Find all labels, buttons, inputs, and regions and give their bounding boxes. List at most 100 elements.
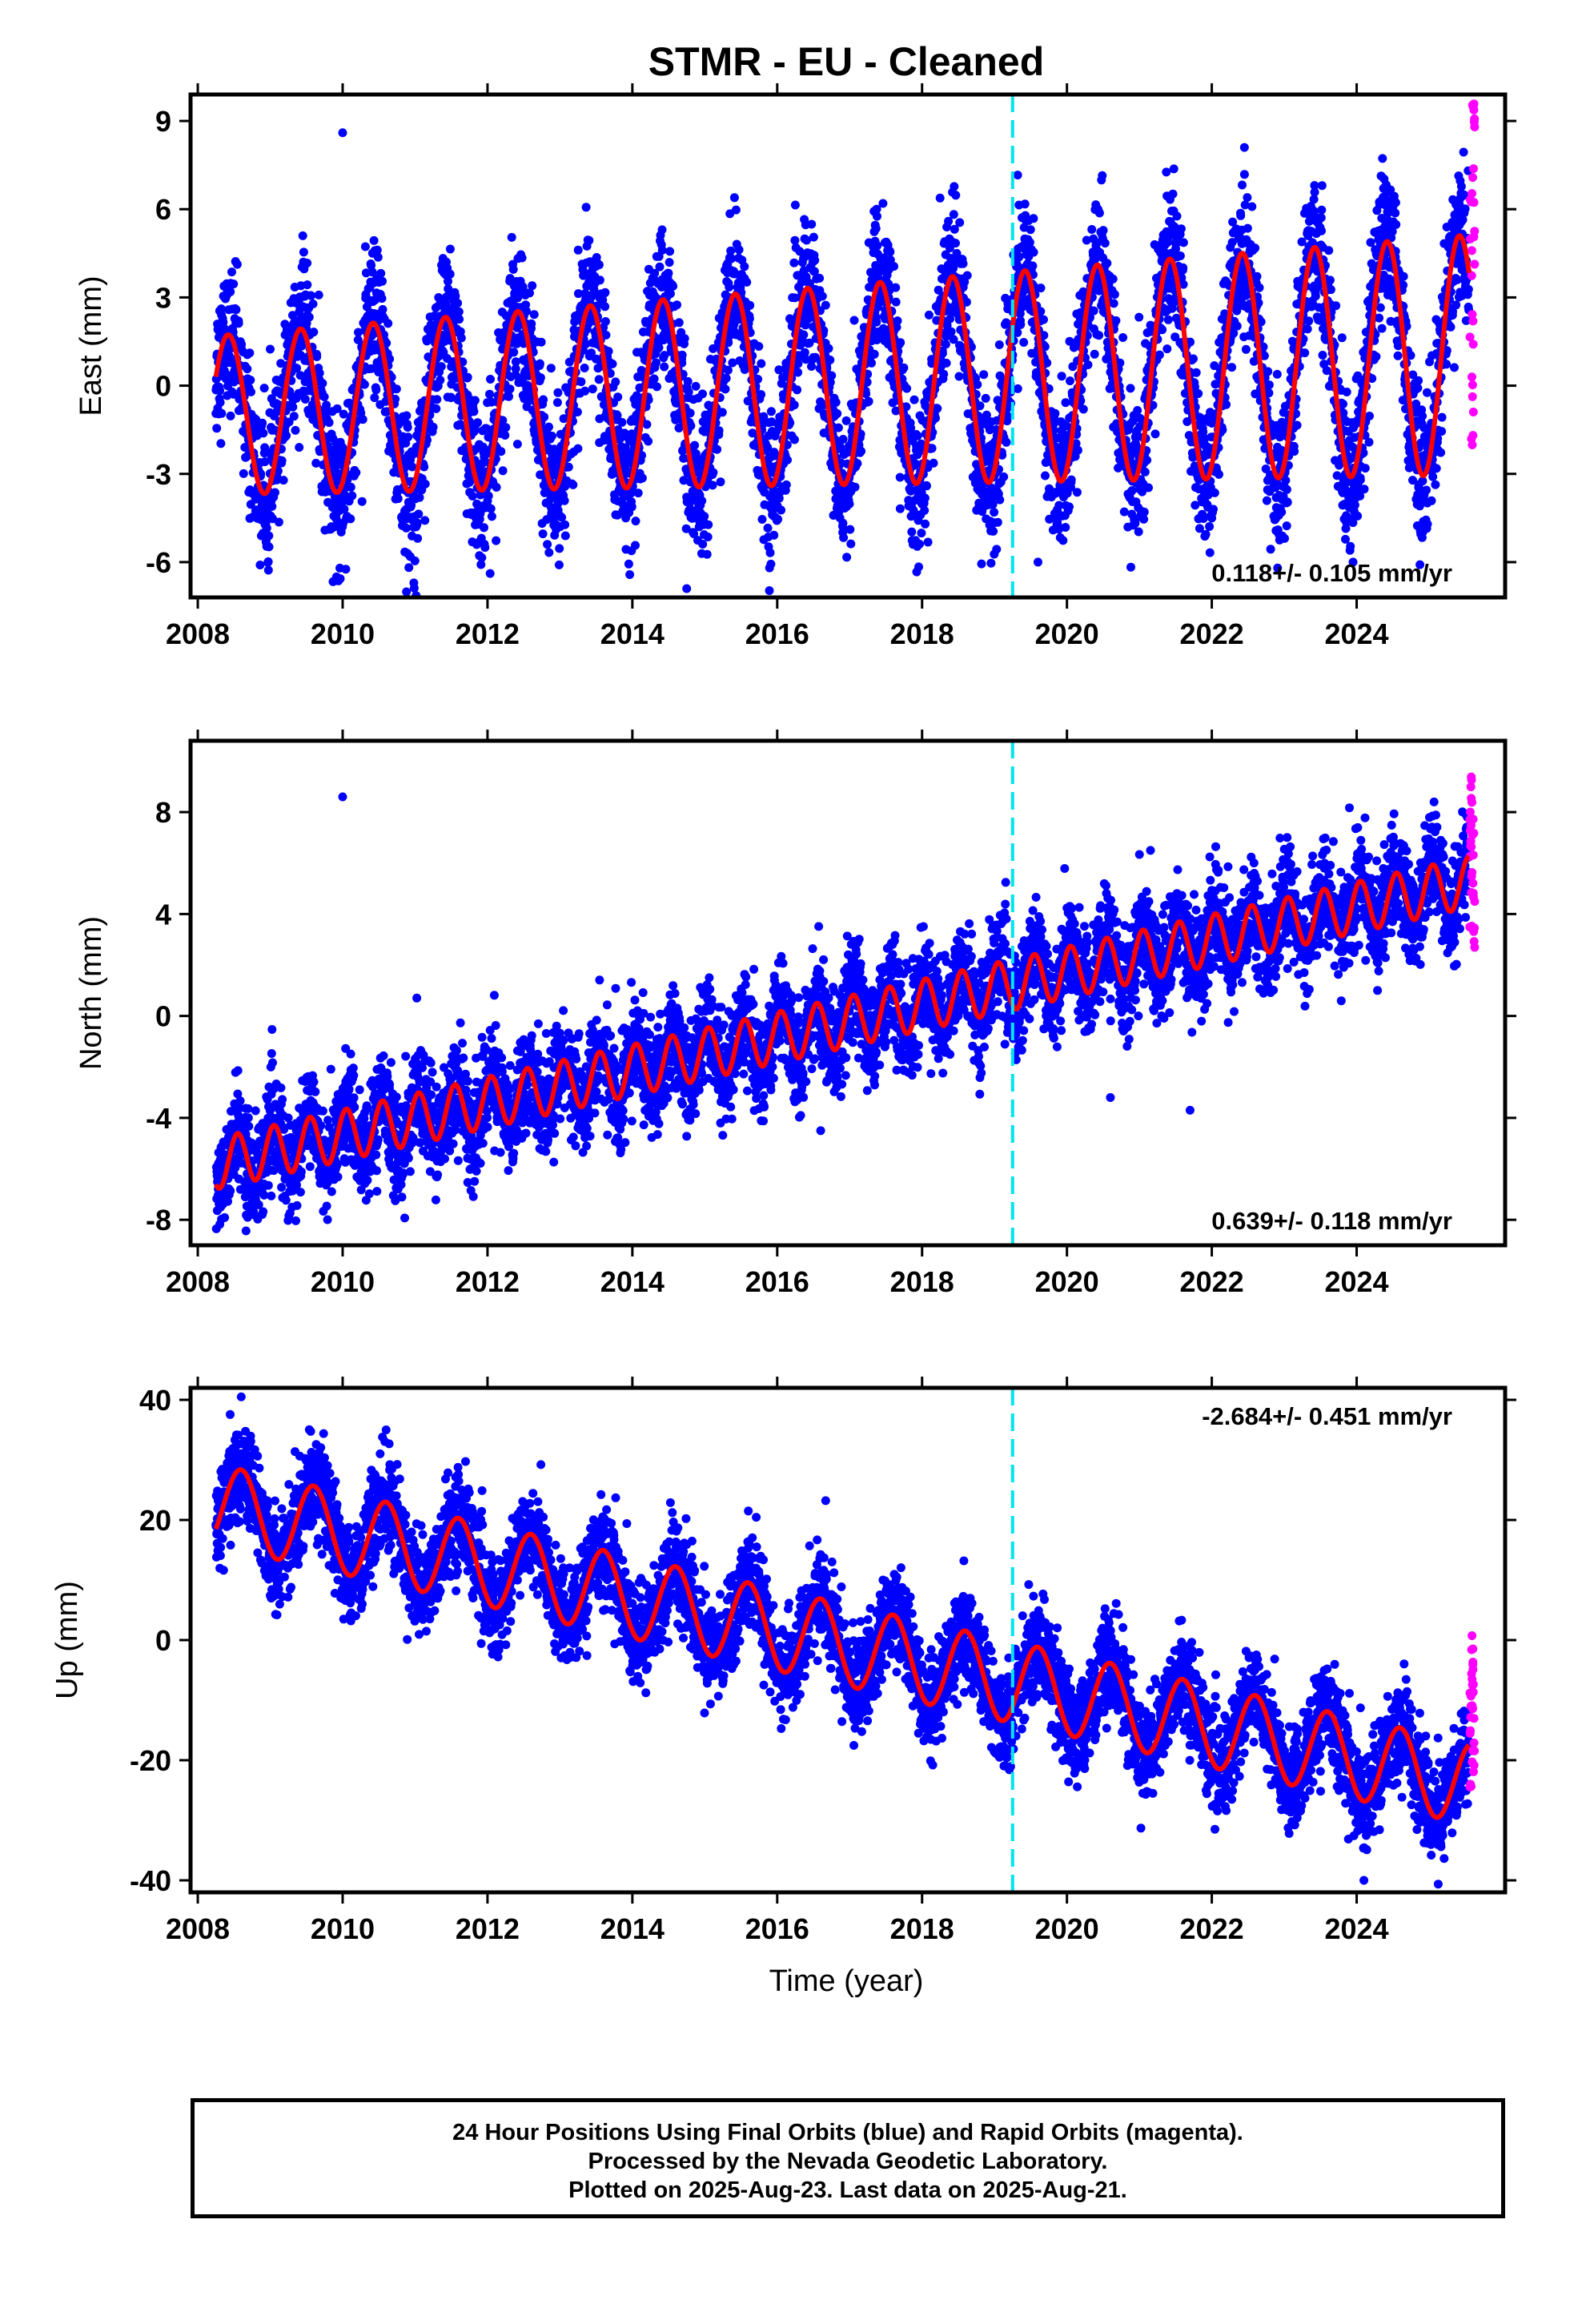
data-point [401, 523, 411, 533]
data-point [1083, 360, 1093, 369]
data-point [509, 348, 519, 357]
data-point [717, 408, 727, 417]
data-point [1013, 384, 1022, 393]
data-point [1041, 471, 1050, 480]
data-point [573, 444, 583, 453]
data-point [899, 363, 909, 372]
data-point [1090, 349, 1099, 359]
data-point [428, 422, 438, 432]
data-point [825, 356, 835, 364]
data-point [742, 277, 752, 287]
data-point [453, 299, 463, 308]
data-point [1222, 400, 1231, 409]
data-point [259, 384, 269, 393]
data-point [358, 415, 367, 424]
data-point [1194, 389, 1203, 398]
data-point [346, 482, 355, 492]
data-point [357, 497, 367, 506]
data-point [1073, 445, 1082, 455]
data-point [698, 389, 707, 399]
data-point [284, 417, 294, 427]
data-point [347, 491, 357, 501]
data-point [600, 302, 610, 312]
data-point [501, 423, 511, 432]
data-point [951, 239, 960, 248]
data-point [267, 501, 277, 511]
data-point [1292, 420, 1302, 430]
data-point [1176, 224, 1186, 234]
data-point [685, 408, 695, 418]
data-point [1247, 202, 1257, 211]
data-point [817, 292, 827, 301]
data-point [955, 218, 965, 227]
data-point [777, 505, 786, 515]
data-point [716, 477, 725, 487]
data-point [264, 531, 274, 541]
data-point [1020, 199, 1030, 209]
data-point [986, 558, 996, 568]
data-point [793, 368, 803, 377]
data-point [723, 365, 733, 375]
data-point [535, 359, 544, 368]
data-point [584, 235, 594, 245]
data-point [1251, 243, 1260, 253]
data-point [600, 317, 610, 326]
data-point [698, 540, 708, 549]
data-point [277, 456, 287, 465]
data-point [975, 401, 985, 411]
data-point [850, 482, 860, 492]
data-point [560, 531, 570, 541]
data-point [745, 300, 755, 310]
data-point [402, 587, 412, 597]
data-point [1126, 384, 1135, 393]
data-point [783, 455, 792, 464]
data-point [873, 241, 882, 251]
data-point [789, 435, 799, 444]
data-point [793, 385, 802, 395]
data-point [507, 232, 516, 242]
data-point [546, 364, 556, 373]
data-point [613, 392, 623, 402]
data-point [833, 409, 842, 418]
data-point [528, 281, 537, 291]
data-point [665, 258, 674, 267]
data-point [414, 509, 424, 519]
data-point [1133, 406, 1142, 415]
data-point [1065, 502, 1074, 512]
data-point [404, 432, 413, 442]
data-point [588, 384, 597, 394]
data-point [372, 245, 382, 255]
data-point [1178, 263, 1188, 272]
data-point [683, 376, 693, 386]
data-point [981, 393, 990, 403]
data-point [288, 402, 298, 412]
data-point [378, 276, 387, 286]
data-point [1039, 315, 1048, 324]
data-point [226, 287, 235, 296]
data-point [1205, 522, 1215, 531]
data-point [240, 443, 250, 452]
data-point [444, 276, 452, 286]
data-point [492, 483, 501, 492]
data-point [789, 400, 799, 410]
data-point [512, 440, 522, 449]
data-point [1191, 368, 1201, 377]
data-point [353, 335, 363, 344]
data-point [1236, 211, 1246, 220]
data-point [263, 565, 273, 575]
data-point [304, 312, 314, 322]
data-point [445, 269, 455, 279]
data-point [371, 385, 381, 395]
data-point [714, 426, 724, 436]
data-point [259, 428, 268, 438]
data-point [335, 574, 345, 584]
data-point [838, 435, 848, 444]
data-point [469, 407, 479, 416]
data-point [990, 508, 999, 517]
data-point [266, 344, 275, 354]
data-point [1215, 469, 1223, 479]
data-point [264, 542, 274, 552]
data-point [473, 418, 483, 428]
data-point [754, 342, 764, 351]
data-point [1026, 225, 1035, 235]
